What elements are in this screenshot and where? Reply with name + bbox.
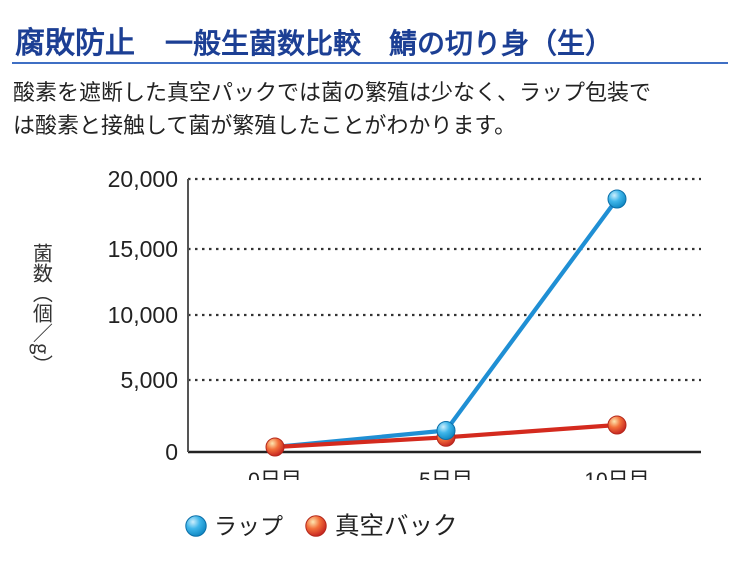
svg-text:ラップ: ラップ xyxy=(214,513,283,539)
svg-text:真空バック: 真空バック xyxy=(335,512,458,540)
